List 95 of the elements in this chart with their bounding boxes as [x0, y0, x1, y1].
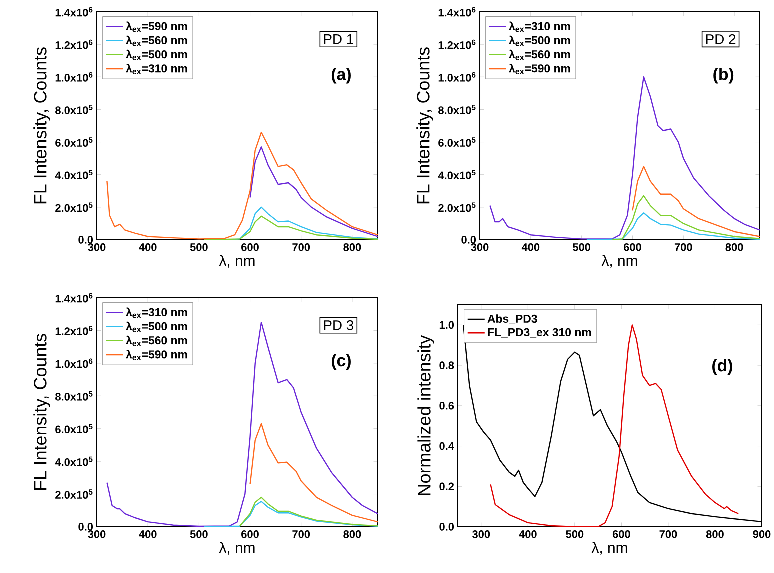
- x-tick-label: 700: [674, 244, 692, 252]
- annotation: PD 1: [324, 34, 354, 44]
- x-tick-label: 700: [292, 244, 310, 252]
- y-tick-label: 6.0x10$^{5}$: [56, 138, 93, 147]
- line-series: [632, 166, 760, 238]
- legend-label: λ$_{ex}$=590 nm: [126, 22, 188, 32]
- y-tick-label: 8.0x10$^{5}$: [438, 105, 476, 114]
- line-series: [106, 132, 378, 240]
- y-axis-title: FL Intensity, Counts: [34, 334, 50, 490]
- y-tick-label: 1.0: [440, 321, 454, 330]
- y-tick-label: 1.0x10$^{6}$: [56, 358, 93, 368]
- y-tick-label: 8.0x10$^{5}$: [56, 105, 93, 114]
- y-tick-label: 0.0: [78, 523, 94, 531]
- x-tick-label: 500: [573, 244, 591, 252]
- annotation: PD 2: [706, 34, 736, 44]
- x-tick-label: 500: [190, 530, 208, 538]
- x-axis-title: λ, nm: [219, 542, 255, 555]
- x-tick-label: 300: [88, 530, 106, 538]
- y-tick-label: 4.0x10$^{5}$: [438, 170, 476, 180]
- y-axis-title: FL Intensity, Counts: [416, 48, 434, 204]
- line-series: [204, 216, 378, 240]
- y-tick-label: 2.0x10$^{5}$: [56, 202, 93, 212]
- x-tick-label: 600: [624, 244, 642, 252]
- y-tick-label: 1.2x10$^{6}$: [438, 40, 476, 50]
- annotation: (b): [714, 68, 734, 84]
- line-series: [204, 501, 378, 527]
- line-series: [490, 324, 740, 527]
- y-tick-label: 1.2x10$^{6}$: [56, 40, 93, 50]
- x-axis-title: λ, nm: [592, 542, 628, 555]
- legend-label: λ$_{ex}$=310 nm: [126, 64, 188, 74]
- y-tick-label: 2.0x10$^{5}$: [438, 202, 476, 212]
- legend-label: λ$_{ex}$=500 nm: [509, 36, 570, 46]
- y-tick-label: 0.6: [440, 402, 454, 410]
- y-tick-label: 4.0x10$^{5}$: [55, 456, 93, 466]
- y-tick-label: 6.0x10$^{5}$: [438, 138, 476, 147]
- x-tick-label: 300: [471, 244, 489, 252]
- x-tick-label: 600: [612, 530, 630, 538]
- y-axis-title: Normalized intensity: [418, 335, 434, 496]
- x-tick-label: 400: [139, 244, 157, 252]
- legend-label: λ$_{ex}$=500 nm: [126, 50, 188, 60]
- x-tick-label: 800: [706, 530, 724, 538]
- y-tick-label: 1.2x10$^{6}$: [56, 326, 93, 336]
- x-tick-label: 800: [726, 244, 744, 252]
- legend-label: FL_PD3_ex 310 nm: [488, 328, 592, 338]
- y-tick-label: 8.0x10$^{5}$: [56, 391, 93, 401]
- y-tick-label: 0.0: [78, 236, 94, 244]
- legend-label: λ$_{ex}$=310 nm: [126, 308, 188, 318]
- y-tick-label: 2.0x10$^{5}$: [56, 490, 93, 499]
- legend-label: λ$_{ex}$=500 nm: [126, 322, 188, 332]
- annotation: (d): [712, 359, 732, 376]
- line-series: [586, 212, 760, 240]
- legend-label: λ$_{ex}$=560 nm: [126, 36, 188, 46]
- x-tick-label: 300: [88, 244, 106, 252]
- x-tick-label: 700: [292, 530, 310, 538]
- x-tick-label: 700: [660, 530, 678, 538]
- y-tick-label: 4.0x10$^{5}$: [55, 170, 93, 180]
- y-tick-label: 0.2: [440, 482, 454, 491]
- legend-label: λ$_{ex}$=560 nm: [509, 50, 570, 60]
- y-tick-label: 0.8: [440, 362, 454, 370]
- x-tick-label: 500: [566, 530, 584, 538]
- annotation: PD 3: [324, 320, 354, 330]
- x-axis-title: λ, nm: [602, 255, 638, 268]
- legend-label: λ$_{ex}$=560 nm: [126, 336, 188, 346]
- x-tick-label: 400: [522, 244, 540, 252]
- x-tick-label: 600: [242, 530, 259, 538]
- line-series: [250, 146, 378, 238]
- line-series: [106, 322, 378, 527]
- x-tick-label: 800: [344, 530, 362, 538]
- x-tick-label: 400: [139, 530, 157, 538]
- y-tick-label: 1.4x10$^{6}$: [438, 7, 476, 17]
- annotation: (a): [332, 68, 351, 84]
- x-tick-label: 500: [190, 244, 208, 252]
- x-tick-label: 300: [472, 530, 490, 538]
- line-series: [250, 423, 378, 523]
- legend-label: λ$_{ex}$=310 nm: [509, 22, 570, 32]
- y-tick-label: 0.4: [440, 442, 454, 450]
- y-tick-label: 1.0x10$^{6}$: [438, 72, 476, 82]
- x-tick-label: 900: [753, 530, 771, 538]
- x-axis-title: λ, nm: [219, 255, 255, 268]
- annotation: (c): [332, 354, 351, 370]
- line-series: [239, 496, 378, 527]
- y-tick-label: 1.4x10$^{6}$: [56, 7, 93, 17]
- x-tick-label: 400: [519, 530, 537, 538]
- y-tick-label: 1.4x10$^{6}$: [56, 293, 93, 303]
- y-axis-title: FL Intensity, Counts: [34, 48, 50, 204]
- x-tick-label: 800: [344, 244, 362, 252]
- y-tick-label: 1.0x10$^{6}$: [56, 72, 93, 82]
- legend-label: λ$_{ex}$=590 nm: [126, 350, 188, 360]
- line-series: [612, 195, 760, 240]
- legend-label: Abs_PD3: [488, 314, 538, 324]
- legend-label: λ$_{ex}$=590 nm: [509, 64, 570, 74]
- x-tick-label: 600: [242, 244, 259, 252]
- y-tick-label: 6.0x10$^{5}$: [56, 424, 93, 434]
- y-tick-label: 0.0: [440, 523, 454, 531]
- y-tick-label: 0.0: [462, 236, 476, 244]
